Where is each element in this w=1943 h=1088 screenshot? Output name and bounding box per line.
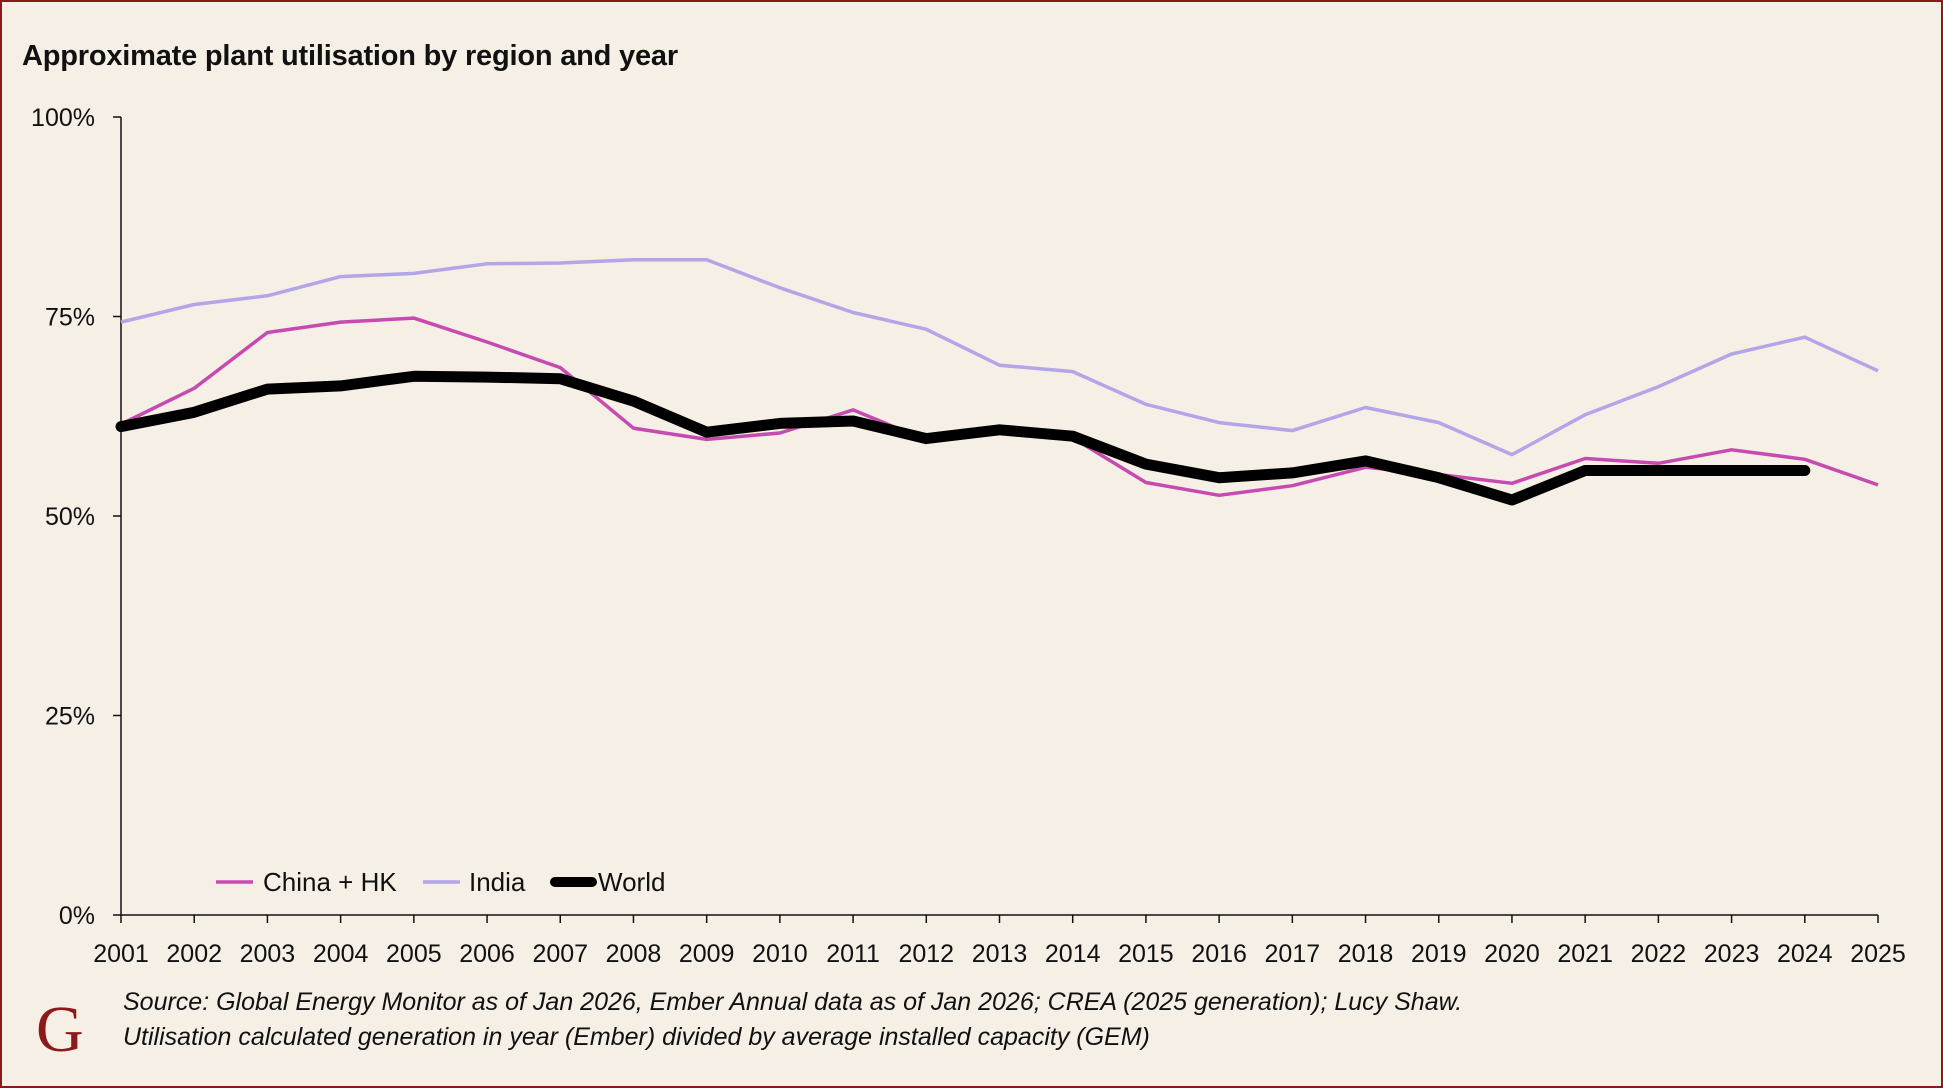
y-tick-label: 50%: [45, 503, 95, 531]
x-tick-label: 2021: [1557, 940, 1613, 968]
x-tick-label: 2002: [166, 940, 222, 968]
legend-label-china-hk: China + HK: [263, 867, 397, 897]
source-line-1: Source: Global Energy Monitor as of Jan …: [123, 988, 1463, 1016]
x-tick-label: 2013: [972, 940, 1028, 968]
x-tick-label: 2010: [752, 940, 808, 968]
source-line-2: Utilisation calculated generation in yea…: [123, 1023, 1150, 1051]
x-tick-label: 2016: [1191, 940, 1247, 968]
series-line-india: [120, 258, 1879, 457]
x-tick-label: 2007: [532, 940, 588, 968]
x-tick-label: 2023: [1704, 940, 1760, 968]
x-tick-label: 2003: [240, 940, 296, 968]
y-tick-label: 25%: [45, 703, 95, 731]
x-tick-label: 2014: [1045, 940, 1101, 968]
x-tick-label: 2018: [1338, 940, 1394, 968]
x-tick-label: 2024: [1777, 940, 1833, 968]
x-tick-label: 2009: [679, 940, 735, 968]
chart-title: Approximate plant utilisation by region …: [22, 40, 678, 72]
x-tick-label: 2015: [1118, 940, 1174, 968]
x-tick-label: 2001: [93, 940, 149, 968]
x-tick-label: 2008: [606, 940, 662, 968]
y-tick-label: 100%: [31, 104, 95, 132]
series-line-world: [115, 370, 1811, 506]
x-tick-label: 2005: [386, 940, 442, 968]
x-tick-label: 2017: [1265, 940, 1321, 968]
x-tick-label: 2020: [1484, 940, 1540, 968]
x-tick-label: 2019: [1411, 940, 1467, 968]
x-tick-label: 2025: [1850, 940, 1906, 968]
x-tick-label: 2004: [313, 940, 369, 968]
x-tick-label: 2022: [1631, 940, 1687, 968]
x-tick-label: 2006: [459, 940, 515, 968]
publisher-logo: G: [36, 993, 84, 1066]
x-tick-label: 2011: [826, 940, 880, 968]
source-note: Source: Global Energy Monitor as of Jan …: [123, 985, 1462, 1055]
legend-label-world: World: [598, 867, 665, 897]
y-tick-label: 0%: [59, 902, 95, 930]
legend-label-india: India: [469, 867, 526, 897]
y-tick-label: 75%: [45, 304, 95, 332]
x-tick-label: 2012: [898, 940, 954, 968]
